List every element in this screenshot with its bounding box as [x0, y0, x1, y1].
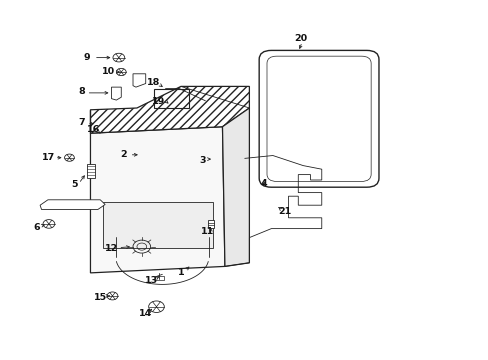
- Bar: [154, 89, 189, 108]
- Bar: [207, 220, 213, 228]
- Text: 6: 6: [33, 223, 40, 232]
- Text: 10: 10: [102, 68, 115, 77]
- Text: 14: 14: [139, 309, 152, 318]
- Circle shape: [64, 154, 74, 161]
- Polygon shape: [87, 164, 95, 178]
- Text: 16: 16: [87, 125, 101, 134]
- Bar: [154, 276, 164, 280]
- Text: 18: 18: [147, 77, 161, 86]
- Polygon shape: [111, 87, 121, 100]
- Text: 4: 4: [260, 179, 267, 188]
- Polygon shape: [133, 74, 145, 87]
- Circle shape: [113, 53, 124, 62]
- Circle shape: [116, 68, 126, 76]
- Text: 3: 3: [199, 156, 206, 165]
- Text: 13: 13: [145, 276, 158, 285]
- Text: 15: 15: [94, 292, 106, 302]
- Polygon shape: [40, 200, 105, 210]
- Text: 21: 21: [277, 207, 291, 216]
- Polygon shape: [222, 108, 249, 266]
- Text: 9: 9: [83, 53, 90, 62]
- Text: 7: 7: [79, 118, 85, 127]
- Text: 20: 20: [294, 34, 306, 43]
- Text: 11: 11: [201, 227, 214, 236]
- Circle shape: [107, 292, 118, 300]
- Polygon shape: [90, 86, 249, 133]
- Text: 19: 19: [152, 97, 165, 106]
- Text: 12: 12: [104, 244, 118, 253]
- Text: 17: 17: [42, 153, 56, 162]
- Circle shape: [148, 301, 164, 312]
- Polygon shape: [90, 127, 224, 273]
- Text: 8: 8: [79, 87, 85, 96]
- Circle shape: [43, 220, 55, 228]
- Text: 1: 1: [177, 268, 184, 277]
- Text: 2: 2: [120, 150, 126, 159]
- Polygon shape: [102, 202, 212, 248]
- Text: 5: 5: [71, 180, 78, 189]
